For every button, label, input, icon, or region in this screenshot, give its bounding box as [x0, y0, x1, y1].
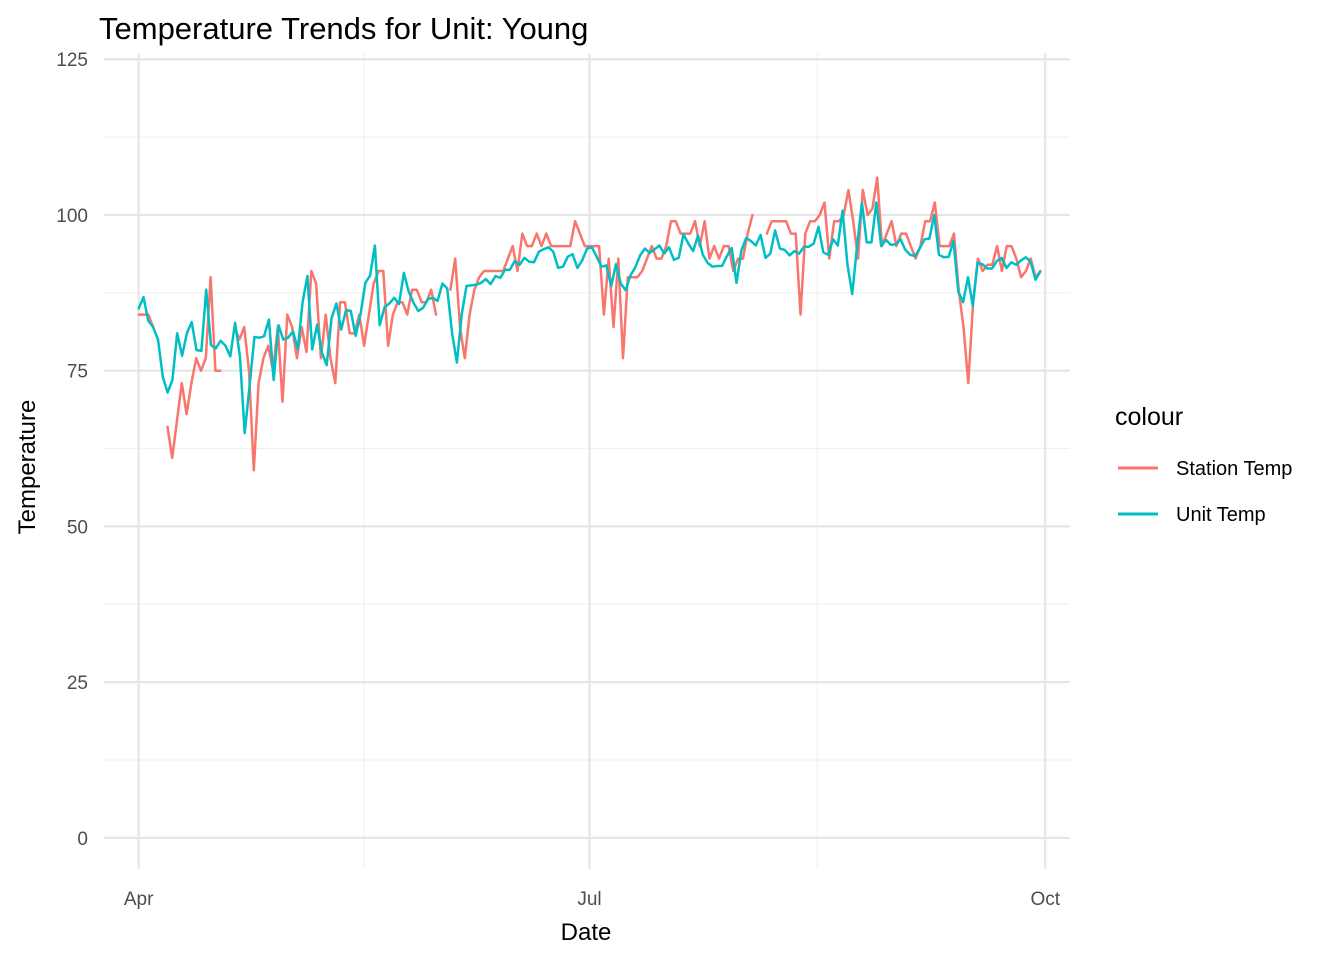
x-tick-label: Oct [1030, 889, 1060, 910]
legend-label-unit-temp: Unit Temp [1176, 504, 1266, 526]
grid-lines [104, 53, 1070, 869]
x-axis-title: Date [561, 919, 612, 946]
y-axis-title: Temperature [14, 400, 41, 535]
y-tick-label: 0 [77, 829, 88, 850]
legend: colour Station Temp Unit Temp [1115, 403, 1292, 526]
y-tick-label: 50 [67, 517, 88, 538]
y-tick-label: 25 [67, 673, 88, 694]
x-tick-label: Jul [577, 889, 601, 910]
y-tick-label: 100 [56, 206, 88, 227]
chart-title: Temperature Trends for Unit: Young [99, 11, 588, 46]
series-layer [137, 176, 1042, 472]
y-tick-label: 125 [56, 50, 88, 71]
x-tick-label: Apr [124, 889, 154, 910]
legend-title: colour [1115, 403, 1183, 431]
x-axis-tick-labels: Apr Jul Oct [124, 889, 1061, 910]
y-tick-label: 75 [67, 362, 88, 383]
y-axis-tick-labels: 0 25 50 75 100 125 [56, 50, 88, 850]
legend-items: Station Temp Unit Temp [1118, 458, 1292, 526]
series-line-unit-temp [137, 201, 1042, 435]
legend-label-station-temp: Station Temp [1176, 458, 1292, 480]
